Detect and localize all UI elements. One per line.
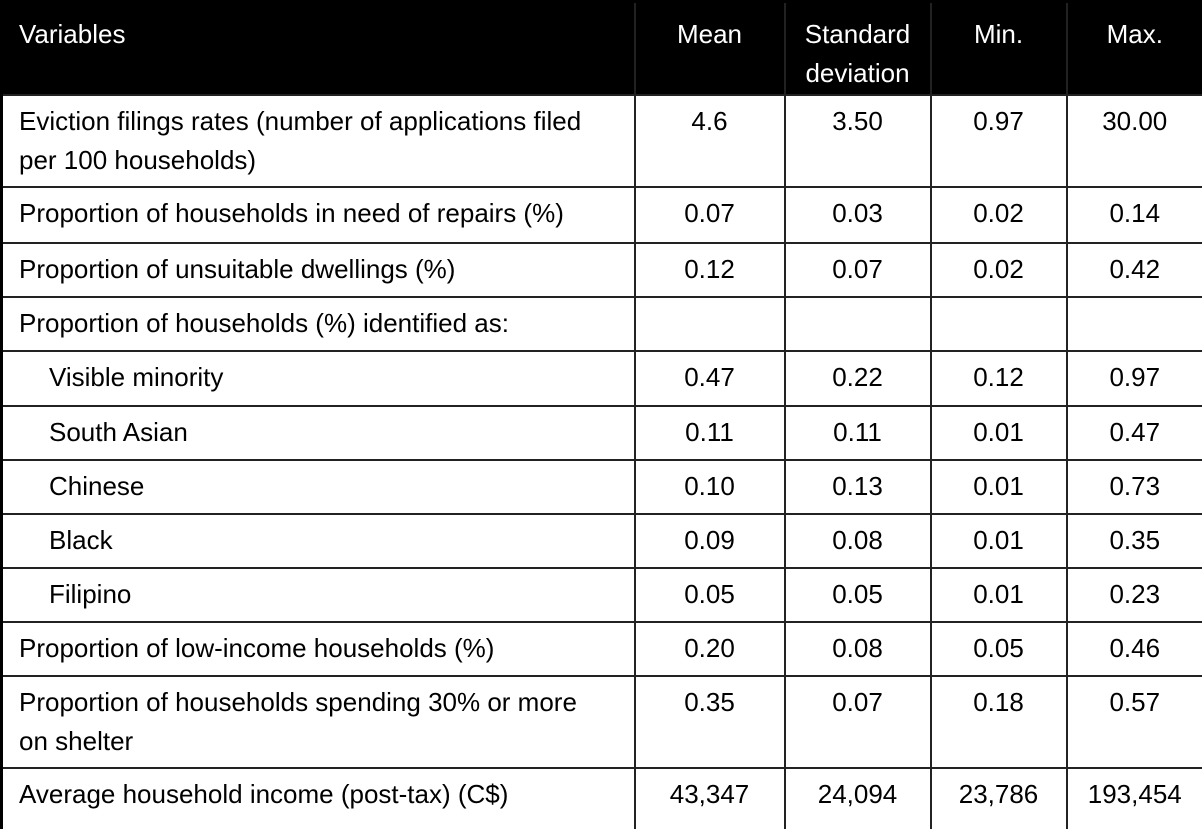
cell-value: 0.35 — [633, 675, 786, 769]
cell-value: 4.6 — [633, 94, 786, 188]
table-row: Proportion of unsuitable dwellings (%) 0.… — [0, 242, 1202, 298]
cell-value: 0.11 — [783, 405, 932, 461]
cell-value: 0.05 — [783, 567, 932, 623]
cell-value: 0.12 — [929, 350, 1068, 407]
table-row: Proportion of households (%) identified … — [0, 296, 1202, 352]
cell-value: 0.05 — [633, 567, 786, 623]
cell-value: 0.42 — [1065, 242, 1202, 298]
row-label: Proportion of households (%) identified … — [0, 296, 636, 352]
cell-value: 0.46 — [1065, 621, 1202, 677]
cell-value: 0.14 — [1065, 186, 1202, 244]
row-label: Visible minority — [0, 350, 636, 407]
cell-value: 0.02 — [929, 186, 1068, 244]
cell-value: 193,454 — [1065, 767, 1202, 829]
cell-value: 0.11 — [633, 405, 786, 461]
row-label: Filipino — [0, 567, 636, 623]
cell-value: 0.07 — [783, 675, 932, 769]
table-row: Eviction filings rates (number of applic… — [0, 94, 1202, 188]
cell-value: 23,786 — [929, 767, 1068, 829]
header-row: Variables Mean Standard deviation Min. M… — [0, 0, 1202, 96]
cell-value: 30.00 — [1065, 94, 1202, 188]
cell-value: 0.07 — [783, 242, 932, 298]
table-body: Eviction filings rates (number of applic… — [0, 94, 1202, 829]
cell-value: 0.20 — [633, 621, 786, 677]
cell-value: 0.01 — [929, 459, 1068, 515]
table-row: Proportion of households in need of repa… — [0, 186, 1202, 244]
cell-value: 0.01 — [929, 513, 1068, 569]
cell-value: 0.73 — [1065, 459, 1202, 515]
cell-value: 0.22 — [783, 350, 932, 407]
table-row: Black 0.09 0.08 0.01 0.35 — [0, 513, 1202, 569]
column-header-max: Max. — [1065, 0, 1202, 96]
column-header-variables: Variables — [0, 0, 636, 96]
table-row: Chinese 0.10 0.13 0.01 0.73 — [0, 459, 1202, 515]
row-label: Proportion of households spending 30% or… — [0, 675, 636, 769]
table-row: Average household income (post-tax) (C$)… — [0, 767, 1202, 829]
cell-value: 0.02 — [929, 242, 1068, 298]
cell-value: 0.01 — [929, 567, 1068, 623]
cell-value: 0.13 — [783, 459, 932, 515]
table-row: Proportion of low-income households (%) 0… — [0, 621, 1202, 677]
row-label: Proportion of households in need of repa… — [0, 186, 636, 244]
cell-value: 0.35 — [1065, 513, 1202, 569]
table-row: Proportion of households spending 30% or… — [0, 675, 1202, 769]
cell-value: 0.47 — [1065, 405, 1202, 461]
cell-value — [783, 296, 932, 352]
column-header-mean: Mean — [633, 0, 786, 96]
cell-value: 0.10 — [633, 459, 786, 515]
cell-value — [633, 296, 786, 352]
cell-value: 0.57 — [1065, 675, 1202, 769]
row-label: Black — [0, 513, 636, 569]
cell-value: 43,347 — [633, 767, 786, 829]
cell-value: 0.97 — [929, 94, 1068, 188]
cell-value: 0.08 — [783, 621, 932, 677]
cell-value: 0.18 — [929, 675, 1068, 769]
table-row: South Asian 0.11 0.11 0.01 0.47 — [0, 405, 1202, 461]
cell-value: 24,094 — [783, 767, 932, 829]
cell-value: 0.47 — [633, 350, 786, 407]
cell-value — [929, 296, 1068, 352]
row-label: Proportion of unsuitable dwellings (%) — [0, 242, 636, 298]
row-label: Proportion of low-income households (%) — [0, 621, 636, 677]
table-row: Visible minority 0.47 0.22 0.12 0.97 — [0, 350, 1202, 407]
row-label: Average household income (post-tax) (C$) — [0, 767, 636, 829]
cell-value: 0.03 — [783, 186, 932, 244]
cell-value: 0.08 — [783, 513, 932, 569]
cell-value — [1065, 296, 1202, 352]
column-header-min: Min. — [929, 0, 1068, 96]
cell-value: 0.23 — [1065, 567, 1202, 623]
cell-value: 0.12 — [633, 242, 786, 298]
column-header-standard-deviation: Standard deviation — [783, 0, 932, 96]
cell-value: 0.01 — [929, 405, 1068, 461]
cell-value: 3.50 — [783, 94, 932, 188]
cell-value: 0.09 — [633, 513, 786, 569]
row-label: Chinese — [0, 459, 636, 515]
cell-value: 0.97 — [1065, 350, 1202, 407]
table-row: Filipino 0.05 0.05 0.01 0.23 — [0, 567, 1202, 623]
cell-value: 0.07 — [633, 186, 786, 244]
cell-value: 0.05 — [929, 621, 1068, 677]
row-label: South Asian — [0, 405, 636, 461]
row-label: Eviction filings rates (number of applic… — [0, 94, 636, 188]
